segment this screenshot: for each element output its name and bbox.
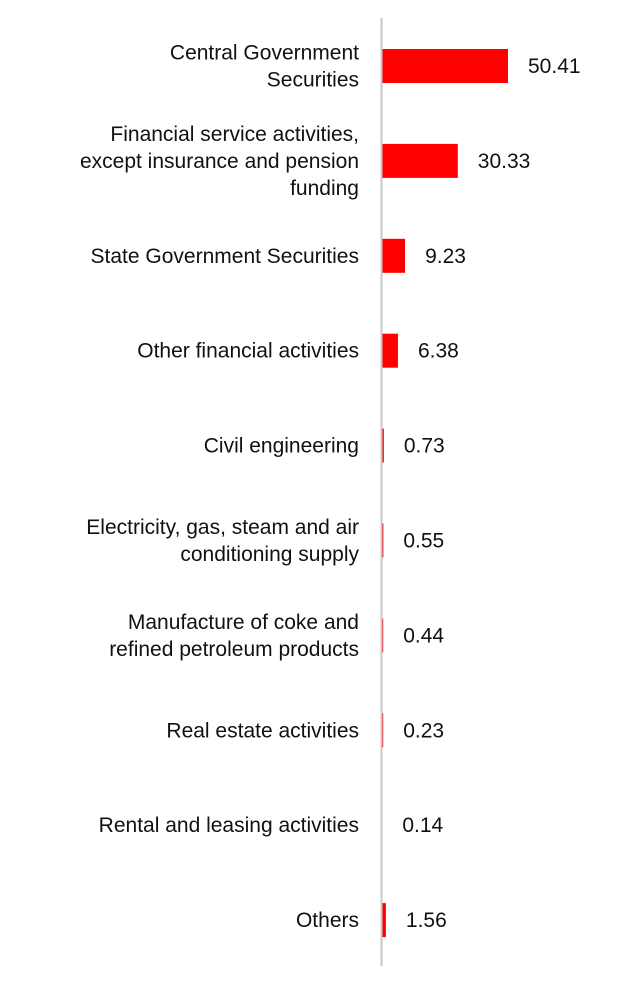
data-label: 50.41 [528, 55, 581, 78]
category-label: Other financial activities [137, 340, 359, 363]
bar [382, 903, 386, 937]
data-label: 9.23 [425, 245, 466, 268]
category-label: Civil engineering [204, 435, 359, 458]
bars-layer [382, 49, 508, 937]
bar [382, 144, 458, 178]
category-label: Others [296, 909, 359, 932]
bar [382, 239, 405, 273]
value-labels-layer: 50.41 30.33 9.23 6.38 0.73 0.55 0.44 0.23 0.14 1.… [402, 55, 580, 932]
data-label: 1.56 [406, 909, 447, 932]
data-label: 0.44 [403, 624, 444, 647]
bar [382, 334, 398, 368]
data-label: 0.73 [404, 435, 445, 458]
category-label: Financial service activities,except insu… [80, 123, 359, 200]
data-label: 6.38 [418, 340, 459, 363]
bar [382, 49, 508, 83]
category-label: Real estate activities [166, 719, 359, 742]
data-label: 30.33 [478, 150, 531, 173]
data-label: 0.14 [402, 814, 443, 837]
category-label: Rental and leasing activities [99, 814, 359, 837]
data-label: 0.55 [403, 530, 444, 553]
category-label: State Government Securities [91, 245, 359, 268]
data-label: 0.23 [403, 719, 444, 742]
